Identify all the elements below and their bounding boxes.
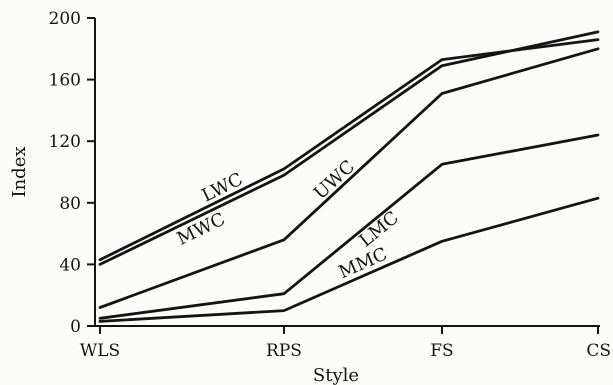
series-line-mmc bbox=[98, 196, 600, 323]
x-tick-label: WLS bbox=[80, 341, 120, 361]
y-tick-label: 200 bbox=[49, 9, 81, 29]
x-tick-label: CS bbox=[586, 341, 611, 361]
axes bbox=[94, 18, 600, 327]
x-ticks: WLS RPS FS CS bbox=[80, 326, 611, 361]
y-ticks: 0 40 80 120 160 200 bbox=[49, 9, 95, 337]
x-tick-label: RPS bbox=[266, 341, 302, 361]
series-label-group: UWC bbox=[310, 156, 359, 204]
y-tick-label: 160 bbox=[49, 71, 81, 91]
y-axis-title: Index bbox=[9, 146, 30, 197]
y-tick-label: 80 bbox=[59, 194, 81, 214]
series-line-uwc bbox=[98, 47, 600, 309]
x-tick-label: FS bbox=[430, 341, 453, 361]
y-tick-label: 120 bbox=[49, 132, 81, 152]
y-tick-label: 0 bbox=[70, 317, 81, 337]
x-axis-title: Style bbox=[313, 365, 359, 385]
y-tick-label: 40 bbox=[59, 255, 81, 275]
series-label-uwc: UWC bbox=[310, 156, 359, 204]
series-lines bbox=[98, 30, 600, 323]
series-line-lmc bbox=[98, 133, 600, 320]
series-line-mwc bbox=[98, 30, 600, 266]
